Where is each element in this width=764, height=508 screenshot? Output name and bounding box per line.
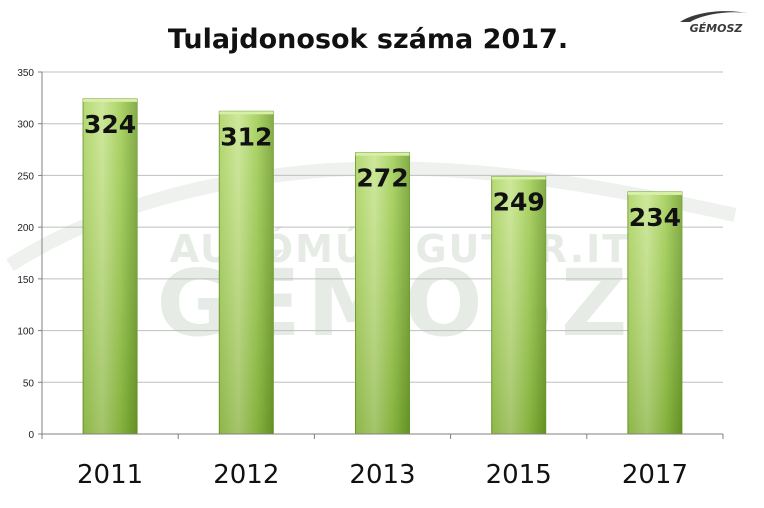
x-tick-label-2011: 2011 [77, 460, 143, 490]
x-tick-label-2012: 2012 [213, 460, 279, 490]
bar-shade-2012 [219, 111, 274, 434]
y-tick-label: 100 [17, 327, 34, 338]
bars: 324 312 272 249 234 [82, 98, 683, 435]
data-label-2017: 234 [629, 203, 681, 232]
bar-top-2012 [219, 111, 274, 115]
y-tick-label: 0 [28, 430, 34, 441]
x-tick-label-2017: 2017 [622, 460, 688, 490]
x-axis: 2011 2012 2013 2015 2017 [41, 433, 724, 490]
bar-top-2017 [627, 191, 682, 195]
x-tick-label-2013: 2013 [349, 460, 415, 490]
bar-shade-2017 [627, 191, 682, 434]
logo-text: GÉMOSZ [690, 22, 744, 35]
bar-top-2011 [83, 98, 138, 102]
bar-shade-2011 [83, 98, 138, 435]
y-axis: 0 50 100 150 200 250 300 350 [17, 68, 43, 441]
data-label-2012: 312 [220, 122, 272, 151]
logo-car-swoosh-icon [680, 11, 752, 22]
data-label-2011: 324 [84, 110, 136, 139]
gemosz-logo: GÉMOSZ [680, 11, 752, 35]
bar-top-2013 [355, 152, 410, 156]
x-tick-label-2015: 2015 [486, 460, 552, 490]
bar-top-2015 [491, 176, 546, 180]
y-tick-label: 200 [17, 223, 34, 234]
data-label-2013: 272 [356, 164, 408, 193]
y-tick-label: 300 [17, 120, 34, 131]
y-tick-label: 50 [23, 378, 35, 389]
y-tick-label: 250 [17, 171, 34, 182]
chart-title: Tulajdonosok száma 2017. [168, 24, 568, 55]
y-tick-label: 350 [17, 68, 34, 79]
bar-shade-2013 [355, 152, 410, 434]
data-label-2015: 249 [493, 187, 545, 216]
bar-shade-2015 [491, 176, 546, 434]
y-tick-label: 150 [17, 275, 34, 286]
